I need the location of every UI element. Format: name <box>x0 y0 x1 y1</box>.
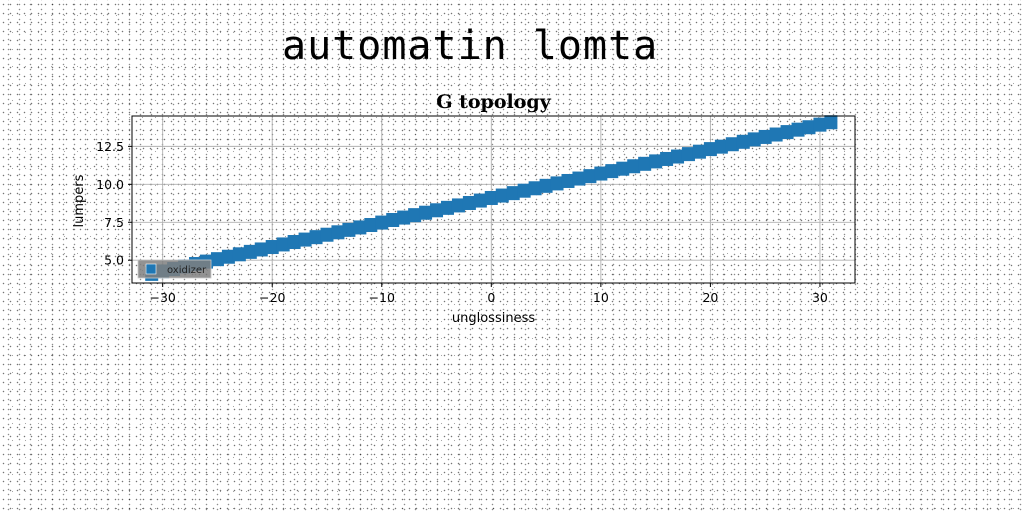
data-point <box>430 203 444 218</box>
data-point <box>419 205 433 220</box>
data-point <box>298 232 312 247</box>
legend: oxidizer <box>137 259 212 279</box>
data-point <box>353 220 367 235</box>
data-point <box>802 120 816 135</box>
data-point <box>671 149 685 164</box>
x-tick-label: 0 <box>487 290 495 305</box>
data-point <box>813 117 827 132</box>
data-point <box>320 227 334 242</box>
data-point <box>583 169 597 184</box>
data-point <box>539 178 553 193</box>
data-point <box>528 181 542 196</box>
data-point <box>331 225 345 240</box>
data-point <box>375 215 389 230</box>
legend-marker <box>145 263 157 275</box>
data-point <box>506 186 520 201</box>
data-point <box>451 198 465 213</box>
data-point <box>638 156 652 171</box>
y-tick-label: 10.0 <box>96 177 124 192</box>
x-tick-label: 10 <box>593 290 609 305</box>
data-point <box>232 247 246 262</box>
y-tick-label: 5.0 <box>104 253 124 268</box>
data-point <box>397 210 411 225</box>
y-tick-label: 7.5 <box>104 215 124 230</box>
data-point <box>440 200 454 215</box>
x-tick-label: 30 <box>812 290 828 305</box>
x-tick-label: −10 <box>369 290 395 305</box>
data-point <box>649 154 663 169</box>
data-point <box>681 147 695 162</box>
data-point <box>714 139 728 154</box>
data-point <box>276 237 290 252</box>
data-point <box>473 193 487 208</box>
legend-label: oxidizer <box>167 265 207 276</box>
data-point <box>287 235 301 250</box>
data-point <box>780 125 794 140</box>
data-point <box>692 144 706 159</box>
y-ticks: 5.0 7.5 10.0 12.5 <box>96 139 132 268</box>
x-axis-label: unglossiness <box>452 311 535 326</box>
chart-title: G topology <box>436 91 551 113</box>
data-point <box>386 212 400 227</box>
data-point <box>736 134 750 149</box>
data-point <box>627 159 641 174</box>
data-point <box>265 240 279 255</box>
data-point <box>243 244 257 259</box>
x-tick-label: 20 <box>702 290 718 305</box>
data-point <box>408 208 422 223</box>
data-point <box>561 173 575 188</box>
data-point <box>725 137 739 152</box>
data-point <box>824 115 838 130</box>
data-point <box>703 142 717 157</box>
data-point <box>309 230 323 245</box>
data-point <box>605 164 619 179</box>
data-point <box>254 242 268 257</box>
data-point <box>210 252 224 267</box>
x-tick-label: −20 <box>259 290 285 305</box>
data-point <box>660 151 674 166</box>
page-title: automatin lomta <box>282 23 659 69</box>
y-axis-label: lumpers <box>72 174 87 227</box>
data-point <box>495 188 509 203</box>
data-point <box>484 190 498 205</box>
data-point <box>791 122 805 137</box>
data-point <box>221 249 235 264</box>
data-point <box>342 222 356 237</box>
data-point <box>364 218 378 233</box>
y-tick-label: 12.5 <box>96 139 124 154</box>
data-points <box>145 115 838 281</box>
data-point <box>747 132 761 147</box>
data-point <box>758 129 772 144</box>
data-point <box>616 161 630 176</box>
data-point <box>517 183 531 198</box>
data-point <box>594 166 608 181</box>
data-point <box>550 176 564 191</box>
data-point <box>572 171 586 186</box>
data-point <box>462 195 476 210</box>
data-point <box>769 127 783 142</box>
x-tick-label: −30 <box>149 290 175 305</box>
axes-frame <box>131 115 856 284</box>
x-ticks: −30 −20 −10 0 10 20 30 <box>149 283 828 305</box>
